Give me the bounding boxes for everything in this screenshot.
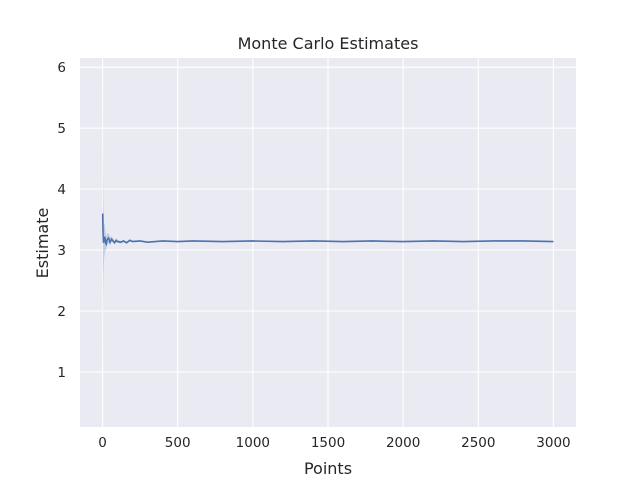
chart-title: Monte Carlo Estimates (238, 34, 419, 53)
x-tick-label: 1500 (311, 435, 345, 451)
y-tick-labels: 1 2 3 4 5 6 (57, 60, 66, 381)
y-tick-label: 4 (57, 182, 66, 198)
y-tick-label: 1 (57, 365, 66, 381)
x-tick-label: 2500 (461, 435, 495, 451)
y-tick-label: 3 (57, 243, 66, 259)
x-tick-label: 1000 (236, 435, 270, 451)
y-tick-label: 6 (57, 60, 66, 76)
x-tick-labels: 0 500 1000 1500 2000 2500 3000 (98, 435, 570, 451)
y-axis-label: Estimate (33, 208, 52, 279)
x-tick-label: 500 (165, 435, 191, 451)
y-tick-label: 2 (57, 304, 66, 320)
x-gridlines (101, 58, 555, 427)
x-tick-label: 2000 (386, 435, 420, 451)
x-axis-label: Points (304, 459, 352, 478)
estimate-line (101, 213, 554, 247)
y-tick-label: 5 (57, 121, 66, 137)
x-tick-label: 3000 (536, 435, 570, 451)
y-gridlines (80, 66, 576, 373)
x-tick-label: 0 (98, 435, 107, 451)
